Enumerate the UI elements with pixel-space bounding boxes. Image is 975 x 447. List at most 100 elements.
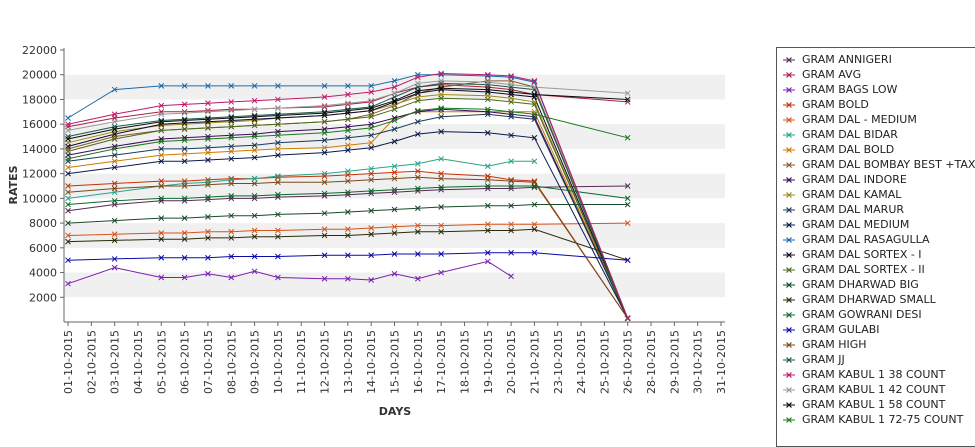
data-point <box>531 79 538 85</box>
data-point <box>438 86 444 93</box>
data-point <box>321 252 328 259</box>
series-line <box>67 113 629 319</box>
y-tick-label: 16000 <box>22 118 57 131</box>
data-point <box>414 131 421 137</box>
legend-item: GRAM DAL MARUR <box>777 202 904 217</box>
data-point <box>158 138 165 145</box>
series-lines <box>67 72 629 319</box>
data-point <box>438 222 444 229</box>
data-point <box>345 191 351 198</box>
data-point <box>414 185 421 192</box>
data-point <box>321 226 328 233</box>
data-point <box>228 143 235 150</box>
data-point <box>251 97 258 104</box>
legend-marker <box>783 204 795 216</box>
data-point <box>205 228 211 235</box>
legend-item: GRAM HIGH <box>777 337 867 352</box>
data-point <box>181 151 188 157</box>
legend-marker <box>783 84 795 96</box>
data-point <box>531 134 538 141</box>
legend-marker <box>783 324 795 336</box>
data-point <box>275 139 281 146</box>
legend-item: GRAM DHARWAD BIG <box>777 277 919 292</box>
data-point <box>158 83 165 89</box>
data-point <box>368 144 375 151</box>
data-point <box>205 194 211 200</box>
data-point <box>228 148 235 155</box>
series-markers <box>65 70 631 322</box>
data-point <box>391 251 398 257</box>
data-point <box>391 175 398 182</box>
data-point <box>275 191 281 198</box>
legend-label: GRAM DAL INDORE <box>802 173 907 186</box>
data-point <box>181 116 188 123</box>
y-tick-label: 12000 <box>22 168 57 181</box>
series-line <box>67 185 628 205</box>
data-point <box>438 170 444 177</box>
legend-label: GRAM DAL MEDIUM <box>802 218 910 231</box>
data-point <box>251 180 258 187</box>
data-point <box>181 101 188 108</box>
series-line <box>67 108 629 319</box>
data-point <box>484 227 491 234</box>
legend-item: GRAM GULABI <box>777 322 880 337</box>
data-point <box>321 137 328 144</box>
data-point <box>531 178 538 184</box>
data-point <box>531 84 538 90</box>
legend-label: GRAM DHARWAD BIG <box>802 278 919 291</box>
data-point <box>368 132 375 139</box>
legend-marker <box>783 144 795 156</box>
legend-label: GRAM AVG <box>802 68 862 81</box>
data-point <box>228 274 235 281</box>
data-point <box>414 90 421 97</box>
y-tick-label: 4000 <box>29 267 57 280</box>
series-line <box>67 228 628 261</box>
data-point <box>438 71 444 78</box>
data-point <box>111 143 118 150</box>
data-point <box>181 126 188 132</box>
legend-label: GRAM DAL SORTEX - I <box>802 248 922 261</box>
data-point <box>391 115 398 121</box>
data-point <box>438 186 444 193</box>
legend-marker <box>783 249 795 261</box>
data-point <box>484 84 491 90</box>
data-point <box>438 70 444 77</box>
data-point <box>438 78 444 84</box>
data-point <box>484 106 491 113</box>
data-point <box>181 236 188 243</box>
data-point <box>111 231 118 238</box>
legend-marker <box>783 69 795 81</box>
y-axis-title: RATES <box>7 165 20 204</box>
data-point <box>368 139 375 146</box>
legend-item: GRAM KABUL 1 42 COUNT <box>777 382 945 397</box>
data-point <box>624 90 631 97</box>
data-point <box>228 113 235 120</box>
legend-item: GRAM KABUL 1 72-75 COUNT <box>777 412 963 427</box>
data-point <box>391 163 398 170</box>
data-point <box>624 134 631 141</box>
data-point <box>414 74 421 81</box>
data-point <box>414 118 421 125</box>
data-point <box>321 102 328 109</box>
data-point <box>205 125 211 131</box>
x-tick-label: 25-10-2015 <box>598 330 611 394</box>
legend-marker <box>783 294 795 306</box>
data-point <box>321 210 328 217</box>
data-point <box>414 205 421 212</box>
data-point <box>321 170 328 177</box>
data-point <box>438 184 444 191</box>
data-point <box>65 280 71 287</box>
data-point <box>251 106 258 113</box>
series-line <box>67 260 512 285</box>
data-point <box>65 183 71 189</box>
data-point <box>321 275 328 282</box>
data-point <box>368 252 375 259</box>
data-point <box>414 71 421 78</box>
data-point <box>531 78 538 84</box>
data-point <box>251 113 258 120</box>
y-tick-label: 14000 <box>22 143 57 156</box>
legend-label: GRAM JJ <box>802 353 845 366</box>
data-point <box>205 179 211 186</box>
data-point <box>205 214 211 220</box>
x-tick-labels: 01-10-2015 02-10-2015 03-10-2015 04-10-2015… <box>62 330 728 394</box>
